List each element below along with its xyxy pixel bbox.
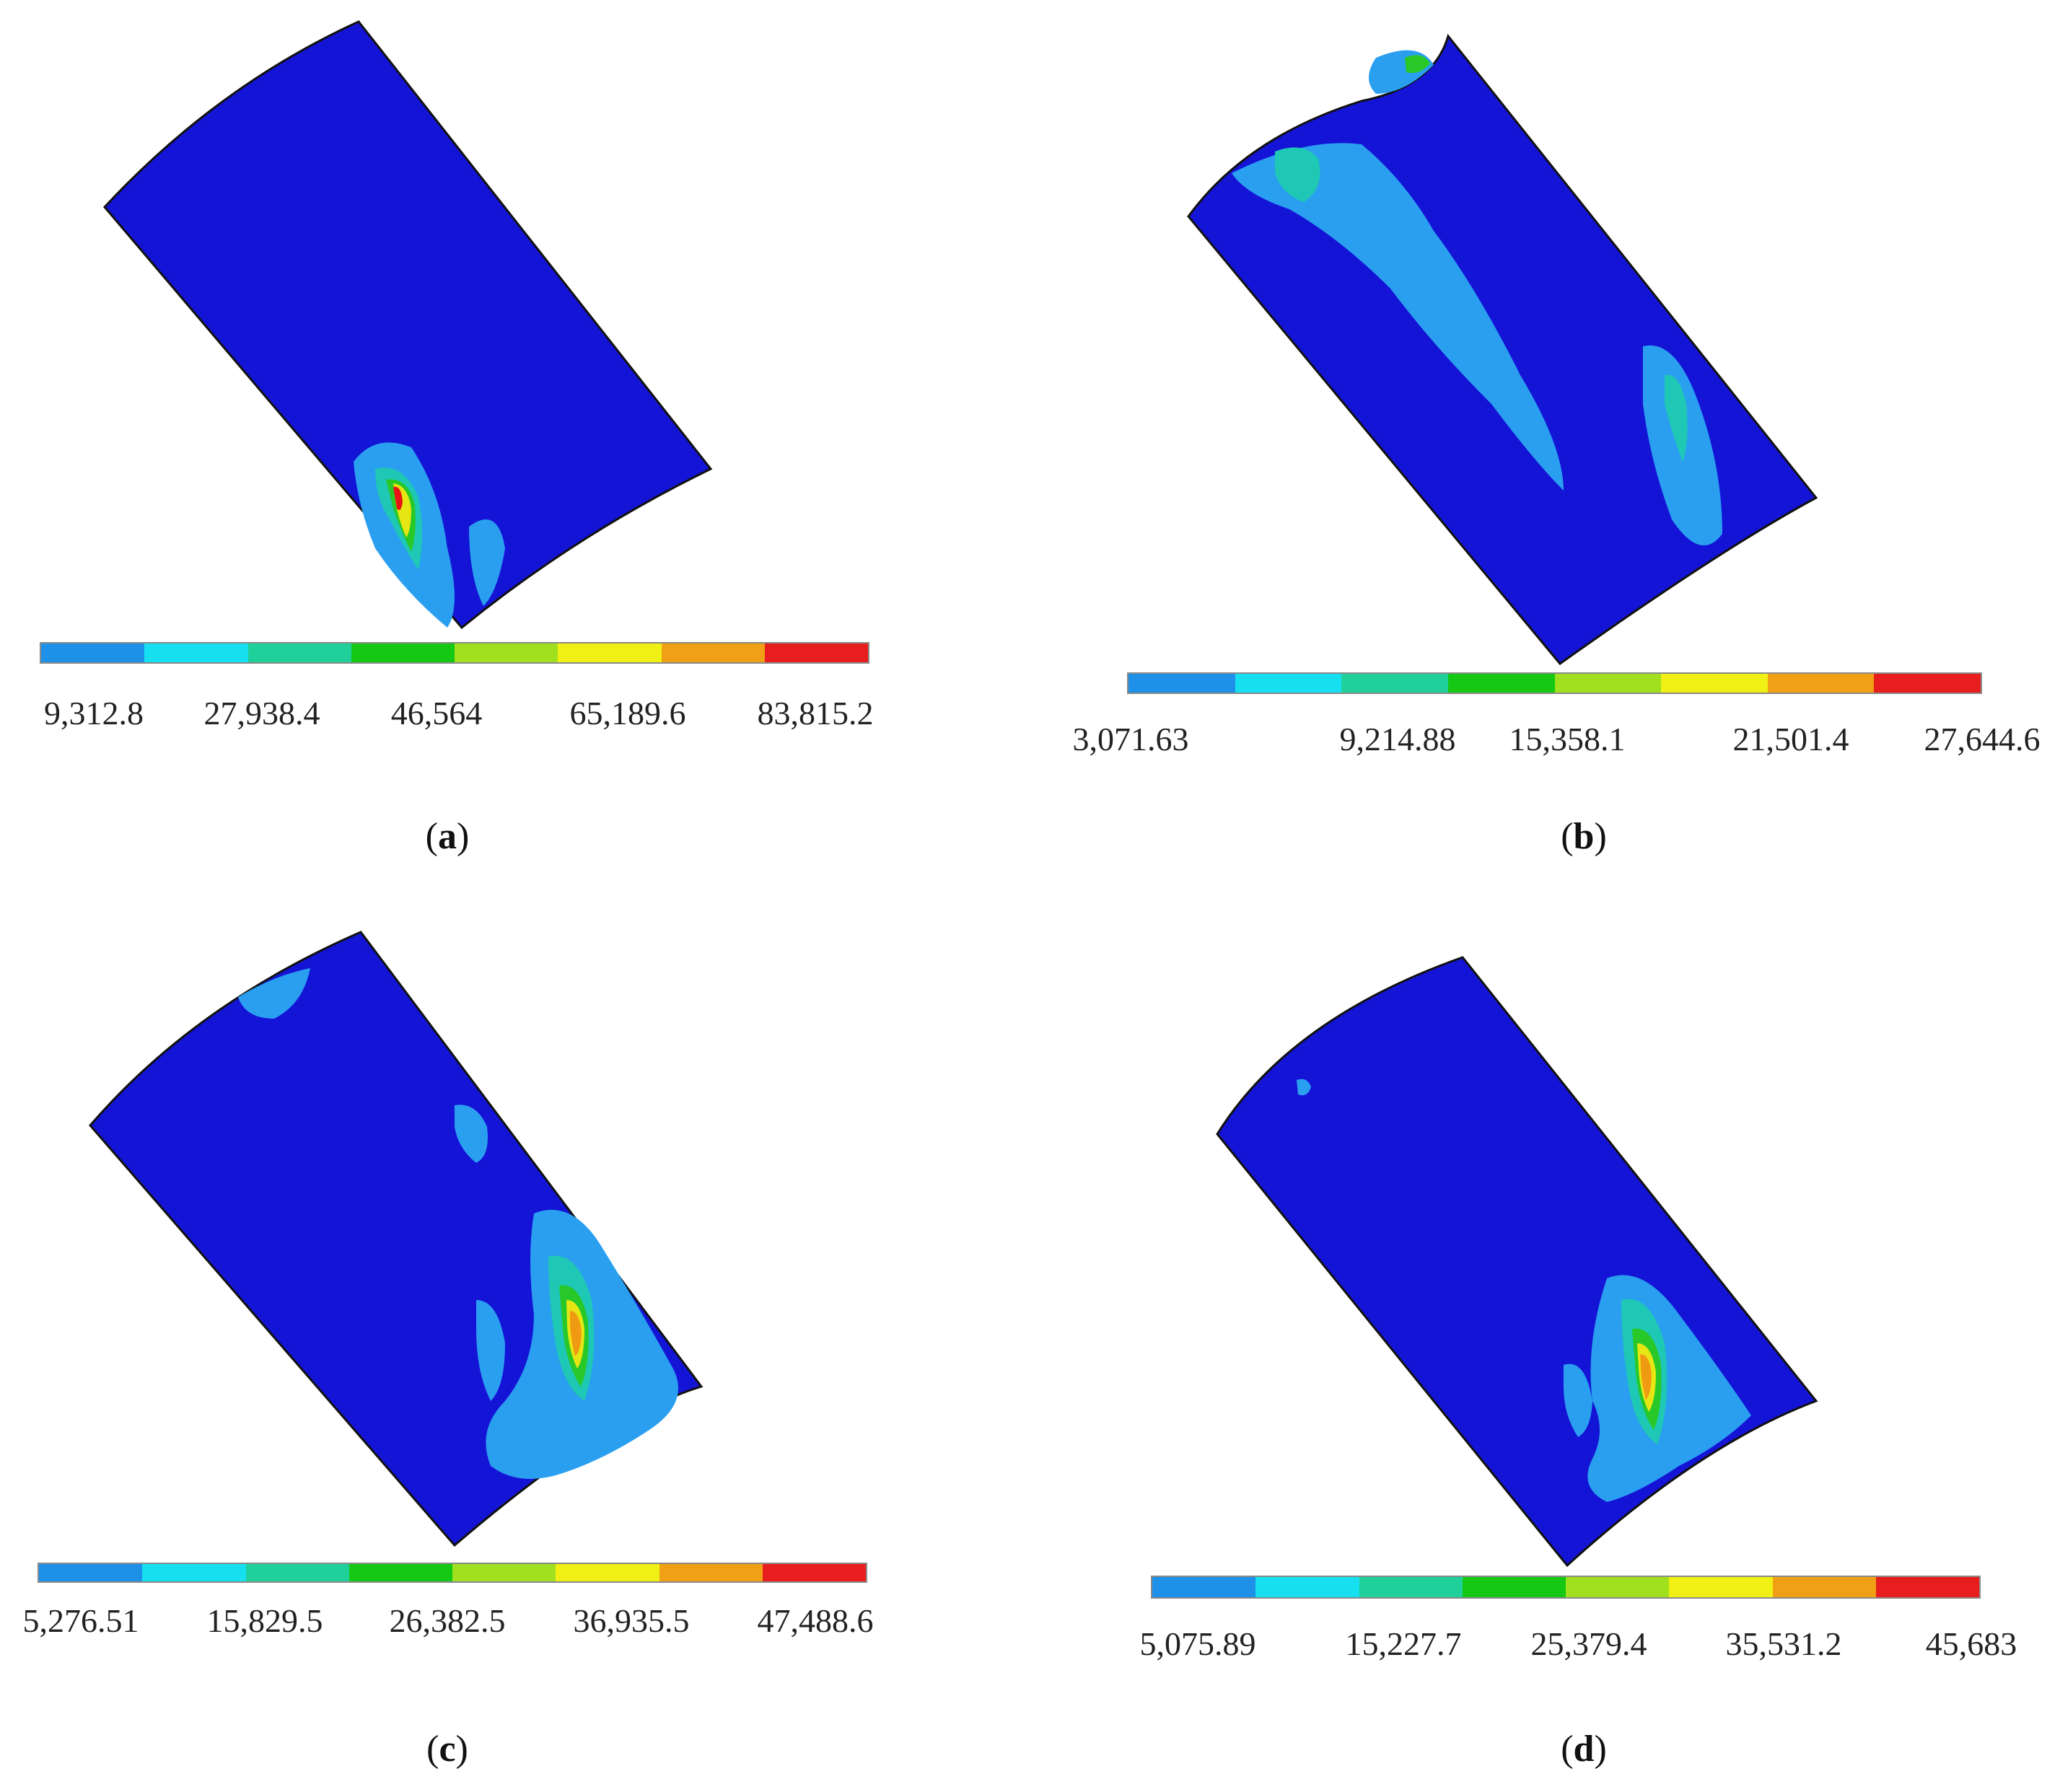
- legend-swatch: [247, 644, 351, 662]
- contour-low-c: [238, 968, 310, 1019]
- stress-contour-plot-b: [1187, 33, 1818, 666]
- contour-low-a2: [469, 519, 505, 606]
- legend-swatch: [1255, 1577, 1359, 1597]
- legend-swatch: [142, 1564, 246, 1581]
- legend-swatch: [1554, 674, 1662, 693]
- legend-swatch: [39, 1564, 143, 1581]
- legend-tick-label: 65,189.6: [569, 695, 686, 732]
- legend-tick-label: 27,644.6: [1924, 721, 2041, 757]
- legend-swatch: [558, 644, 662, 662]
- contour-mid-b: [1275, 147, 1320, 202]
- legend-tick-label: 15,358.1: [1509, 721, 1626, 757]
- legend-tick-label: 5,075.89: [1139, 1625, 1256, 1662]
- stress-contour-plot-d: [1216, 956, 1818, 1568]
- legend-swatch: [1669, 1577, 1773, 1597]
- contour-orange-c: [570, 1311, 582, 1356]
- legend-swatch: [144, 644, 248, 662]
- panel-caption-a: (a): [425, 816, 470, 857]
- legend-swatch: [245, 1564, 349, 1581]
- legend-swatch: [661, 644, 765, 662]
- legend-swatch: [1566, 1577, 1670, 1597]
- contour-low-d: [1297, 1079, 1311, 1096]
- legend-tick-label: 25,379.4: [1530, 1625, 1647, 1662]
- contour-low-b: [1232, 143, 1564, 491]
- legend-colorbar-c: [38, 1563, 867, 1583]
- legend-swatch: [1772, 1577, 1876, 1597]
- legend-swatch: [1767, 674, 1875, 693]
- legend-swatch: [1359, 1577, 1463, 1597]
- legend-swatch: [659, 1564, 763, 1581]
- legend-swatch: [1128, 674, 1235, 693]
- panel-a: 9,312.8 27,938.4 46,564 65,189.6 83,815.…: [0, 0, 1030, 896]
- contour-red-a: [393, 486, 403, 511]
- panel-caption-d: (d): [1561, 1729, 1607, 1770]
- legend-tick-label: 15,227.7: [1345, 1625, 1462, 1662]
- legend-tick-label: 35,531.2: [1725, 1625, 1842, 1662]
- legend-tick-label: 45,683: [1925, 1625, 2017, 1662]
- shell-surface-d: [1216, 956, 1818, 1568]
- legend-tick-label: 83,815.2: [757, 695, 874, 732]
- legend-swatch: [1875, 1577, 1979, 1597]
- legend-tick-label: 9,312.8: [44, 695, 144, 732]
- legend-swatch: [1874, 674, 1981, 693]
- legend-tick-label: 5,276.51: [22, 1602, 139, 1639]
- legend-swatch: [41, 644, 145, 662]
- contour-low-d3: [1564, 1363, 1592, 1437]
- legend-swatch: [1462, 1577, 1566, 1597]
- panel-caption-c: (c): [426, 1729, 468, 1770]
- legend-swatch: [452, 1564, 556, 1581]
- panel-caption-b: (b): [1561, 816, 1607, 857]
- shell-surface-a: [102, 20, 713, 630]
- stress-contour-plot-c: [89, 931, 704, 1547]
- legend-tick-label: 47,488.6: [757, 1602, 874, 1639]
- legend-swatch: [1152, 1577, 1256, 1597]
- legend-swatch: [351, 644, 455, 662]
- legend-swatch: [1235, 674, 1342, 693]
- legend-swatch: [1447, 674, 1555, 693]
- panel-b: 3,071.63 9,214.88 15,358.1 21,501.4 27,6…: [1030, 0, 2060, 896]
- legend-swatch: [556, 1564, 659, 1581]
- legend-swatch: [762, 1564, 866, 1581]
- legend-swatch: [1341, 674, 1448, 693]
- legend-tick-label: 3,071.63: [1072, 721, 1189, 757]
- legend-tick-label: 26,382.5: [389, 1602, 506, 1639]
- legend-swatch: [764, 644, 868, 662]
- shell-surface-c: [89, 931, 704, 1547]
- legend-colorbar-d: [1151, 1576, 1981, 1599]
- contour-low-c2: [455, 1104, 488, 1163]
- contour-low-c4: [476, 1300, 505, 1401]
- legend-swatch: [349, 1564, 452, 1581]
- legend-colorbar-b: [1127, 672, 1982, 694]
- panel-c: 5,276.51 15,829.5 26,382.5 36,935.5 47,4…: [0, 896, 1030, 1792]
- legend-colorbar-a: [40, 642, 869, 664]
- legend-tick-label: 9,214.88: [1339, 721, 1456, 757]
- legend-swatch: [455, 644, 558, 662]
- contour-green-b: [1405, 55, 1430, 74]
- legend-swatch: [1661, 674, 1768, 693]
- panel-d: 5,075.89 15,227.7 25,379.4 35,531.2 45,6…: [1030, 896, 2060, 1792]
- legend-tick-label: 21,501.4: [1732, 721, 1849, 757]
- contour-mid-b2: [1665, 374, 1688, 462]
- legend-tick-label: 15,829.5: [206, 1602, 323, 1639]
- legend-tick-label: 27,938.4: [203, 695, 320, 732]
- legend-tick-label: 46,564: [390, 695, 483, 732]
- legend-tick-label: 36,935.5: [573, 1602, 690, 1639]
- contour-orange-d: [1640, 1354, 1652, 1400]
- stress-contour-plot-a: [102, 20, 713, 630]
